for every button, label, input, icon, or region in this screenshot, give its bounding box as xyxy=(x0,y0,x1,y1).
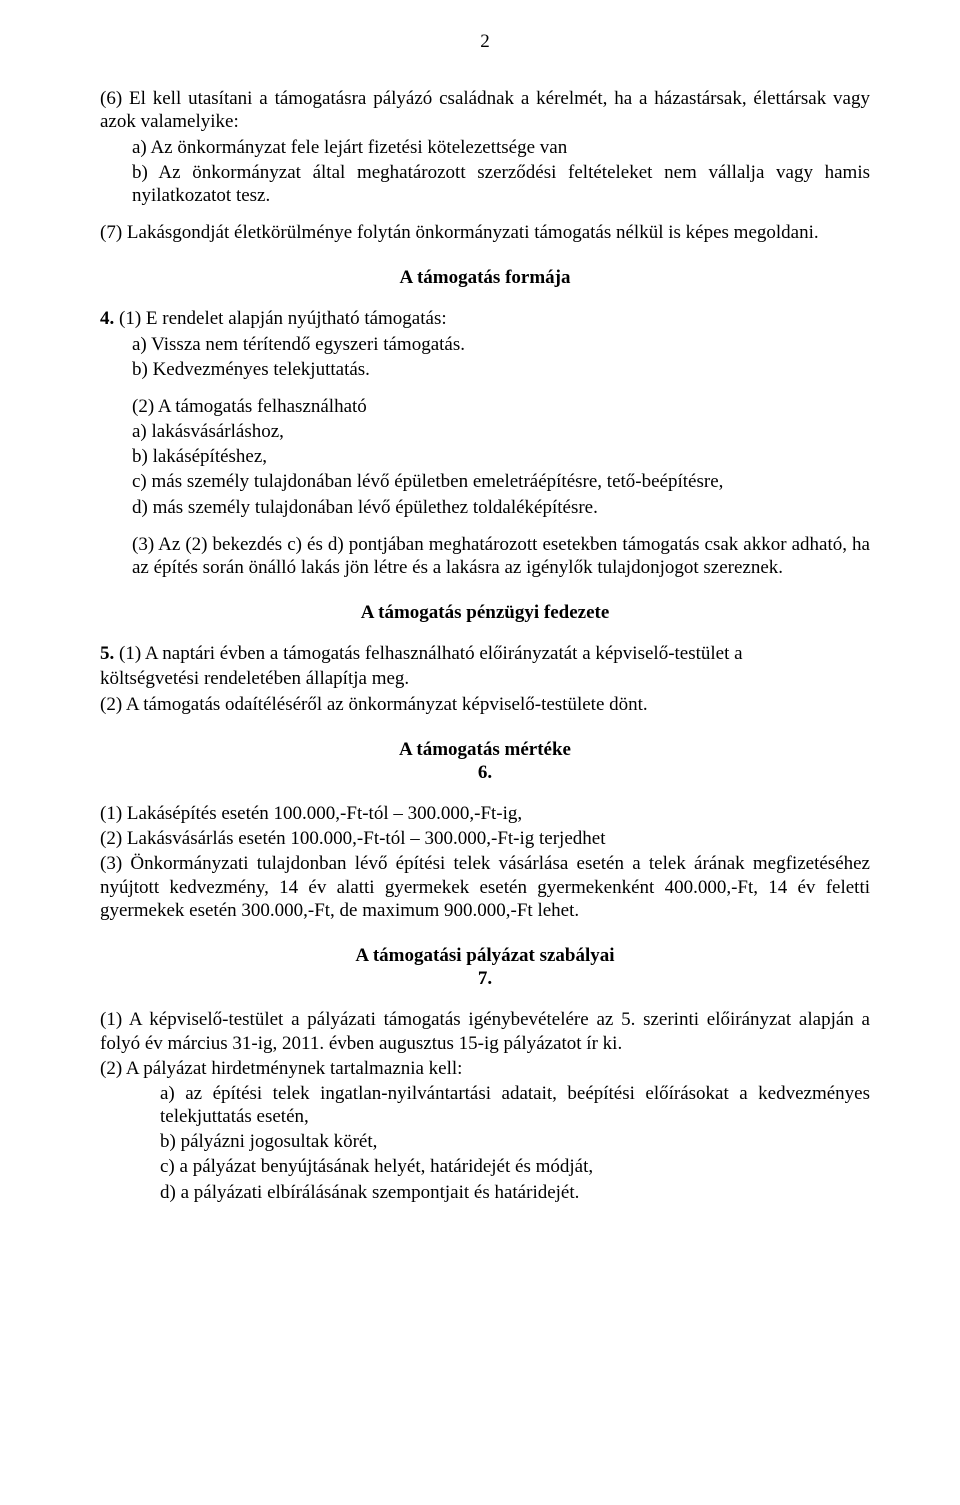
section-4-p2-d: d) más személy tulajdonában lévő épületh… xyxy=(100,496,870,519)
section-4-p3: (3) Az (2) bekezdés c) és d) pontjában m… xyxy=(100,533,870,579)
paragraph-6: (6) El kell utasítani a támogatásra pály… xyxy=(100,87,870,133)
section-4-label: 4. xyxy=(100,308,114,329)
section-7-p2: (2) A pályázat hirdetménynek tartalmazni… xyxy=(100,1057,870,1080)
section-4-p2-b: b) lakásépítéshez, xyxy=(100,445,870,468)
section-4-p2-a: a) lakásvásárláshoz, xyxy=(100,420,870,443)
section-7-p1: (1) A képviselő-testület a pályázati tám… xyxy=(100,1008,870,1054)
section-7-p2-a: a) az építési telek ingatlan-nyilvántart… xyxy=(100,1082,870,1128)
section-4-p1-b: b) Kedvezményes telekjuttatás. xyxy=(100,358,870,381)
section-7-p2-d: d) a pályázati elbírálásának szempontjai… xyxy=(100,1181,870,1204)
section-6-p1: (1) Lakásépítés esetén 100.000,-Ft-tól –… xyxy=(100,802,870,825)
section-5-label: 5. xyxy=(100,643,114,664)
heading-penzugyi-fedezete: A támogatás pénzügyi fedezete xyxy=(100,601,870,624)
heading-7: 7. xyxy=(100,967,870,990)
section-4-p2-c: c) más személy tulajdonában lévő épületb… xyxy=(100,470,870,493)
section-7-p2-b: b) pályázni jogosultak körét, xyxy=(100,1130,870,1153)
section-5-p1-line1: 5. (1) A naptári évben a támogatás felha… xyxy=(100,642,870,665)
section-6-p2: (2) Lakásvásárlás esetén 100.000,-Ft-tól… xyxy=(100,827,870,850)
paragraph-7: (7) Lakásgondját életkörülménye folytán … xyxy=(100,221,870,244)
document-page: 2 (6) El kell utasítani a támogatásra pá… xyxy=(0,0,960,1505)
heading-6: 6. xyxy=(100,761,870,784)
heading-tamogatas-merteke: A támogatás mértéke xyxy=(100,738,870,761)
section-4-p1-a: a) Vissza nem térítendő egyszeri támogat… xyxy=(100,333,870,356)
section-6-p3: (3) Önkormányzati tulajdonban lévő építé… xyxy=(100,852,870,922)
section-4-p1: 4. 4. (1) E rendelet alapján nyújtható t… xyxy=(100,307,870,330)
section-5-p2: (2) A támogatás odaítéléséről az önkormá… xyxy=(100,693,870,716)
page-number: 2 xyxy=(100,30,870,53)
heading-palyazat-szabalyai: A támogatási pályázat szabályai xyxy=(100,944,870,967)
heading-tamogatas-formaja: A támogatás formája xyxy=(100,266,870,289)
section-4-p2: (2) A támogatás felhasználható xyxy=(100,395,870,418)
paragraph-6-b: b) Az önkormányzat által meghatározott s… xyxy=(100,161,870,207)
section-7-p2-c: c) a pályázat benyújtásának helyét, hatá… xyxy=(100,1155,870,1178)
paragraph-6-a: a) Az önkormányzat fele lejárt fizetési … xyxy=(100,136,870,159)
section-5-p1-line2: költségvetési rendeletében állapítja meg… xyxy=(100,667,870,690)
